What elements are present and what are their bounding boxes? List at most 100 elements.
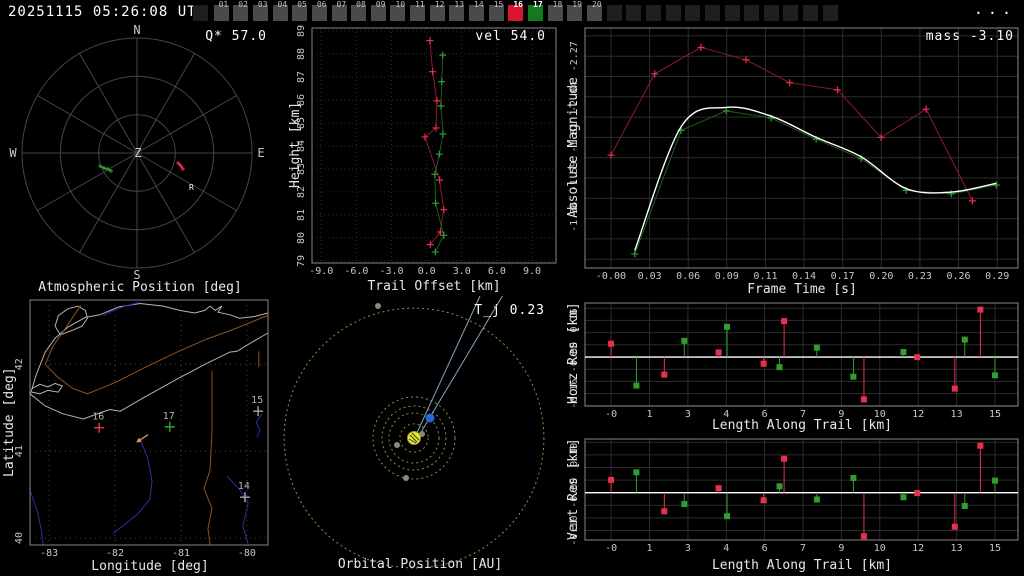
frame-label-10: 10 [395, 0, 406, 9]
grid [312, 28, 556, 263]
frame-box-blank[interactable] [193, 5, 208, 21]
rivers [28, 302, 263, 546]
panel-light-curve: -0.00 0.03 0.06 0.09 0.11 0.14 0.17 0.20 0.23 0.2… [560, 24, 1024, 297]
svg-text:12: 12 [912, 543, 924, 554]
light-curve-chart: -0.00 0.03 0.06 0.09 0.11 0.14 0.17 0.20 0.23 0.2… [569, 27, 1019, 282]
svg-text:-82: -82 [106, 548, 124, 559]
frame-strip: 01 02 03 04 05 06 07 08 09 10 11 12 13 14 15 16 17 18 19 20 [0, 0, 1024, 24]
tick-labels: -0.00 0.03 0.06 0.09 0.11 0.14 0.17 0.20 0.23 0.2… [569, 41, 1009, 282]
frame-box-16[interactable] [508, 5, 524, 21]
frame-box-trailing-9[interactable] [763, 5, 779, 21]
frame-box-14[interactable] [469, 5, 485, 21]
frame-box-trailing-12[interactable] [822, 5, 838, 21]
svg-text:-1.36: -1.36 [569, 202, 580, 232]
residual-points [608, 442, 998, 540]
frame-box-20[interactable] [586, 5, 602, 21]
svg-text:-0: -0 [605, 543, 617, 554]
trail-y-axis-label: Height [km] [288, 101, 303, 188]
tisserand-value: T_j 0.23 [474, 303, 545, 318]
svg-text:85: 85 [296, 117, 307, 129]
frame-box-13[interactable] [449, 5, 465, 21]
frame-label-08: 08 [356, 0, 366, 9]
panel-orbital-position: T_j 0.23 Orbital Position [AU] [280, 296, 560, 576]
mass-value: mass -3.10 [925, 29, 1014, 44]
plot-frame [584, 438, 1019, 541]
svg-text:40: 40 [14, 532, 25, 544]
frame-box-09[interactable] [370, 5, 386, 21]
svg-text:6: 6 [762, 543, 768, 554]
orbit-rings [283, 307, 545, 569]
svg-text:15: 15 [251, 395, 263, 406]
trail-offset-chart: -9.0 -6.0 -3.0 0.0 3.0 6.0 9.0 89 88 87 86 85 84 83 82… [296, 25, 557, 277]
frame-box-18[interactable] [547, 5, 563, 21]
svg-text:-9.0: -9.0 [309, 266, 333, 277]
svg-text:0.29: 0.29 [985, 271, 1009, 282]
station-markers: 16 17 15 14 [92, 395, 263, 503]
frame-box-trailing-10[interactable] [783, 5, 799, 21]
frame-box-trailing-4[interactable] [665, 5, 681, 21]
frame-box-trailing-6[interactable] [704, 5, 720, 21]
vert-res-y-axis-label: Vert Res [km] [566, 438, 581, 540]
series-site-17 [431, 51, 448, 256]
panel-residuals: -0 1 3 4 6 7 9 10 12 13 15 0.16 -0.00 -0.16 -0 1 3 4 6 7 9 10… [560, 296, 1024, 576]
frame-box-trailing-11[interactable] [803, 5, 819, 21]
svg-text:16: 16 [92, 412, 104, 423]
svg-text:E: E [257, 146, 264, 160]
coastlines [29, 302, 269, 420]
orbital-position-chart [283, 296, 545, 569]
svg-text:0.23: 0.23 [908, 271, 932, 282]
svg-text:-80: -80 [238, 548, 256, 559]
svg-text:-3.0: -3.0 [379, 266, 403, 277]
atmospheric-caption: Atmospheric Position [deg] [38, 280, 242, 295]
cardinal-labels: N S W E Z [9, 24, 264, 282]
frame-box-19[interactable] [567, 5, 583, 21]
svg-text:13: 13 [951, 409, 963, 420]
frame-box-07[interactable] [331, 5, 347, 21]
frame-box-12[interactable] [429, 5, 445, 21]
svg-text:0.26: 0.26 [946, 271, 970, 282]
frame-box-04[interactable] [272, 5, 288, 21]
frame-label-09: 09 [375, 0, 386, 9]
svg-text:10: 10 [874, 543, 886, 554]
magnitude-y-axis-label: Absolute Magnitude [566, 77, 581, 218]
svg-text:0.16: 0.16 [569, 308, 580, 332]
frame-box-trailing-2[interactable] [626, 5, 642, 21]
frame-box-trailing-5[interactable] [685, 5, 701, 21]
svg-text:-0.10: -0.10 [569, 515, 580, 545]
svg-text:42: 42 [14, 358, 25, 370]
svg-text:W: W [9, 146, 17, 160]
svg-text:3.0: 3.0 [453, 266, 471, 277]
overflow-menu[interactable]: ... [973, 0, 1016, 18]
svg-text:-2.04: -2.04 [569, 82, 580, 112]
frame-box-trailing-1[interactable] [606, 5, 622, 21]
orbital-caption: Orbital Position [AU] [337, 557, 503, 572]
svg-text:-0.16: -0.16 [569, 379, 580, 409]
frame-label-05: 05 [297, 0, 307, 9]
residual-points [608, 306, 998, 403]
frame-box-02[interactable] [233, 5, 249, 21]
frame-box-trailing-8[interactable] [744, 5, 760, 21]
frame-box-trailing-3[interactable] [645, 5, 661, 21]
frame-box-01[interactable] [213, 5, 229, 21]
frame-box-05[interactable] [292, 5, 308, 21]
svg-text:0.20: 0.20 [869, 271, 893, 282]
vert-res-x-axis-label: Length Along Trail [km] [711, 558, 892, 573]
svg-text:-0.00: -0.00 [569, 342, 580, 372]
frame-label-07: 07 [336, 0, 347, 9]
frame-box-trailing-7[interactable] [724, 5, 740, 21]
residuals-charts: -0 1 3 4 6 7 9 10 12 13 150.16-0.00-0.16-0 1 3 4 6 7 9 10… [569, 302, 1019, 554]
panel-trail-offset: -9.0 -6.0 -3.0 0.0 3.0 6.0 9.0 89 88 87 86 85 84 83 82… [280, 24, 560, 296]
svg-text:12: 12 [912, 409, 924, 420]
tick-labels: -83 -82 -81 -80 42 41 40 [14, 358, 256, 559]
svg-text:89: 89 [296, 25, 307, 37]
frame-box-15[interactable] [488, 5, 504, 21]
plot-frame [584, 302, 1019, 407]
frame-box-10[interactable] [390, 5, 406, 21]
svg-text:7: 7 [800, 409, 806, 420]
frame-box-08[interactable] [351, 5, 367, 21]
frame-box-03[interactable] [252, 5, 268, 21]
frame-box-11[interactable] [410, 5, 426, 21]
frame-box-17[interactable] [528, 5, 543, 21]
frame-box-06[interactable] [311, 5, 327, 21]
